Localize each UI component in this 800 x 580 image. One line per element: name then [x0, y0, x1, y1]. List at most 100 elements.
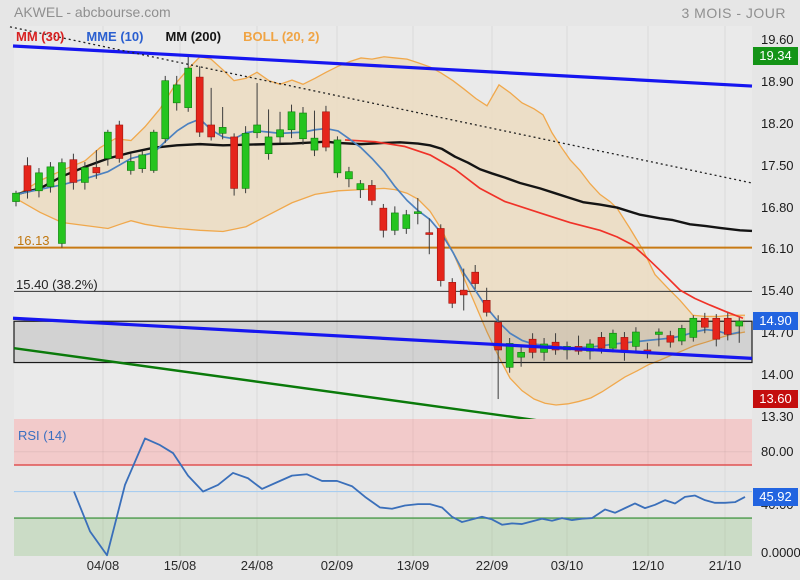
candle-up[interactable]: [505, 343, 514, 368]
candle-down[interactable]: [700, 317, 709, 328]
rsi-oversold-zone: [14, 518, 752, 556]
candle-up[interactable]: [689, 317, 698, 338]
candle-up[interactable]: [81, 167, 89, 183]
mme10-line: [15, 118, 741, 349]
candle-up[interactable]: [12, 192, 20, 202]
candle-down[interactable]: [712, 317, 721, 340]
candle-up[interactable]: [127, 161, 135, 171]
price-tick-label: 18.20: [761, 116, 794, 131]
candle-down[interactable]: [23, 165, 32, 192]
rsi-value-badge: 45.92: [753, 488, 798, 506]
candle-down[interactable]: [322, 111, 330, 148]
last-price-badge: 14.90: [753, 312, 798, 330]
date-tick-label: 03/10: [550, 558, 584, 573]
candle-down[interactable]: [115, 124, 124, 159]
date-tick-label: 12/10: [631, 558, 665, 573]
candle-down[interactable]: [436, 228, 445, 281]
mm200-line: [15, 140, 753, 233]
date-tick-label: 13/09: [396, 558, 430, 573]
price-tick-label: 16.10: [761, 241, 794, 256]
candle-down[interactable]: [471, 271, 480, 284]
candle-up[interactable]: [735, 320, 744, 327]
candle-down[interactable]: [723, 317, 732, 335]
price-tick-label: 17.50: [761, 158, 794, 173]
candle-down[interactable]: [92, 167, 101, 174]
candle-down[interactable]: [448, 282, 457, 304]
candle-up[interactable]: [402, 214, 411, 229]
price-tick-label: 16.80: [761, 200, 794, 215]
upper-resistance-trendline: [12, 44, 753, 88]
candle-up[interactable]: [104, 131, 112, 159]
candle-down[interactable]: [69, 159, 78, 183]
mm30-line: [344, 139, 744, 320]
fib-retracement-label: 15.40 (38.2%): [16, 277, 98, 292]
legend-mme10[interactable]: MME (10): [86, 29, 144, 44]
candle-up[interactable]: [632, 331, 640, 347]
date-tick-label: 02/09: [320, 558, 354, 573]
candle-up[interactable]: [149, 131, 158, 171]
candle-down[interactable]: [482, 300, 491, 313]
candle-down[interactable]: [597, 337, 606, 349]
legend-mm200[interactable]: MM (200): [165, 29, 222, 44]
candle-down[interactable]: [368, 185, 376, 201]
candle-up[interactable]: [58, 162, 66, 244]
price-tick-label: 18.90: [761, 74, 794, 89]
date-tick-label: 24/08: [240, 558, 274, 573]
rsi-indicator-label: RSI (14): [18, 428, 67, 443]
legend-boll[interactable]: BOLL (20, 2): [243, 29, 320, 44]
orange-level-label: 16.13: [17, 233, 50, 248]
candle-down[interactable]: [230, 136, 238, 189]
candle-down[interactable]: [494, 322, 502, 351]
candle-up[interactable]: [35, 172, 43, 192]
period-low-badge: 13.60: [753, 390, 798, 408]
date-tick-label: 21/10: [708, 558, 742, 573]
candle-up[interactable]: [333, 139, 342, 174]
candle-up[interactable]: [356, 183, 365, 190]
candle-up[interactable]: [218, 127, 227, 134]
candle-down[interactable]: [459, 289, 468, 296]
candle-up[interactable]: [655, 331, 663, 335]
rsi-tick-label: 80.00: [761, 444, 794, 459]
price-tick-label: 14.00: [761, 367, 794, 382]
green-trendline: [13, 346, 549, 423]
consolidation-range-box: [13, 320, 753, 364]
rsi-line: [73, 437, 746, 557]
candle-up[interactable]: [241, 133, 250, 189]
rsi-tick-label: 0.0000: [761, 545, 800, 560]
candle-up[interactable]: [517, 352, 525, 358]
candle-up[interactable]: [264, 136, 273, 154]
bollinger-lower-band: [15, 187, 746, 406]
period-high-badge: 19.34: [753, 47, 798, 65]
candle-down[interactable]: [379, 207, 388, 231]
candle-up[interactable]: [184, 67, 192, 108]
candle-up[interactable]: [287, 111, 296, 131]
date-tick-label: 15/08: [163, 558, 197, 573]
candle-up[interactable]: [586, 343, 594, 352]
price-tick-label: 19.60: [761, 32, 794, 47]
legend-mm30[interactable]: MM (30): [16, 29, 65, 44]
candle-down[interactable]: [425, 232, 434, 235]
candle-down[interactable]: [666, 335, 675, 343]
candle-up[interactable]: [413, 211, 422, 214]
candle-up[interactable]: [609, 332, 617, 349]
candle-up[interactable]: [299, 112, 307, 140]
candle-up[interactable]: [310, 137, 319, 151]
candle-up[interactable]: [46, 166, 55, 187]
candle-up[interactable]: [678, 328, 686, 342]
candle-up[interactable]: [345, 171, 353, 180]
candle-up[interactable]: [161, 80, 170, 140]
timeframe-label: 3 MOIS - JOUR: [681, 5, 786, 21]
candle-down[interactable]: [195, 76, 204, 133]
candle-up[interactable]: [276, 129, 284, 138]
lower-support-trendline: [12, 316, 753, 360]
price-tick-label: 15.40: [761, 283, 794, 298]
indicator-legend: MM (30) MME (10) MM (200) BOLL (20, 2): [16, 29, 341, 44]
candle-up[interactable]: [391, 212, 399, 231]
candle-up[interactable]: [138, 154, 147, 169]
candle-up[interactable]: [172, 84, 181, 104]
candle-up[interactable]: [253, 124, 261, 134]
rsi-overbought-zone: [14, 419, 752, 465]
candle-down[interactable]: [207, 124, 215, 138]
